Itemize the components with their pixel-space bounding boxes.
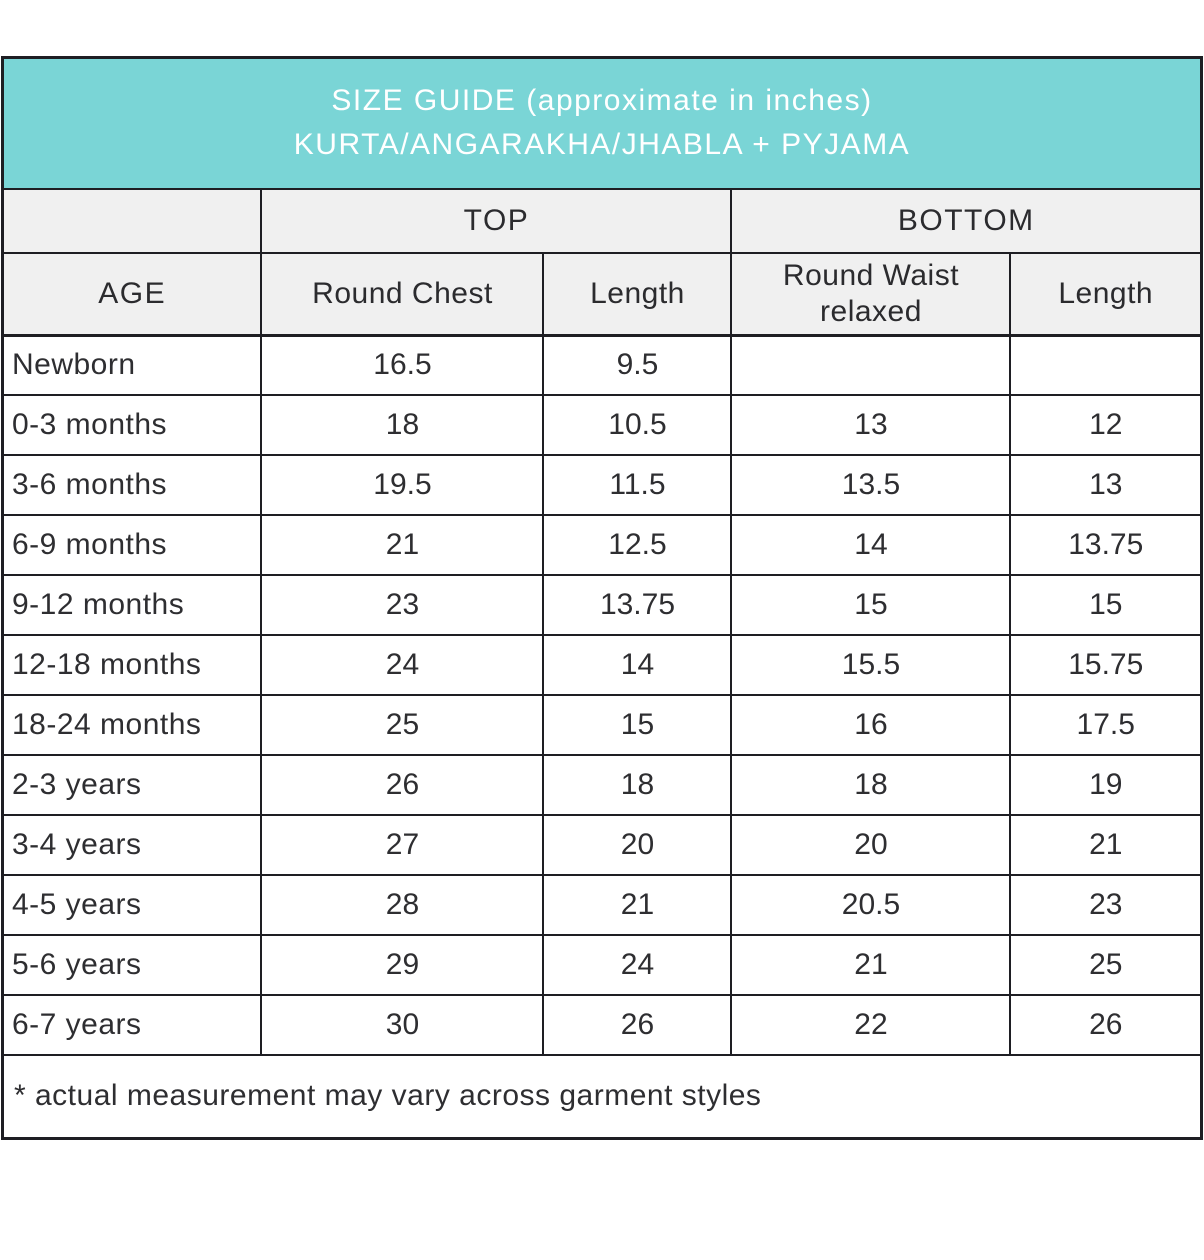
value-cell: 22 [730,994,1012,1056]
value-cell: 15.5 [730,634,1012,696]
age-cell: 4-5 years [1,874,263,936]
age-cell: 2-3 years [1,754,263,816]
table-row: 9-12 months 23 13.75 15 15 [1,574,1203,636]
value-cell: 10.5 [542,394,733,456]
value-cell: 21 [542,874,733,936]
table-row: 6-7 years 30 26 22 26 [1,994,1203,1056]
value-cell: 15 [1009,574,1203,636]
size-guide-page: SIZE GUIDE (approximate in inches) KURTA… [0,56,1204,1260]
column-header-round-chest: Round Chest [260,251,545,337]
group-header-bottom: BOTTOM [730,187,1203,254]
age-cell: 5-6 years [1,934,263,996]
age-cell: 12-18 months [1,634,263,696]
column-header-top-length: Length [542,251,733,337]
value-cell: 15 [730,574,1012,636]
value-cell: 18 [260,394,545,456]
size-table-body: Newborn 16.5 9.5 0-3 months 18 10.5 13 12 3-6 mo… [1,334,1203,1056]
value-cell: 20 [542,814,733,876]
value-cell: 14 [730,514,1012,576]
value-cell [1009,334,1203,396]
table-row: 3-6 months 19.5 11.5 13.5 13 [1,454,1203,516]
age-cell: 9-12 months [1,574,263,636]
value-cell: 13 [730,394,1012,456]
size-guide-table: SIZE GUIDE (approximate in inches) KURTA… [0,56,1204,1140]
corner-cell [1,187,263,254]
value-cell: 21 [730,934,1012,996]
title-line-2: KURTA/ANGARAKHA/JHABLA + PYJAMA [293,128,911,162]
value-cell: 16 [730,694,1012,756]
footnote: * actual measurement may vary across gar… [1,1054,1203,1139]
title-row: SIZE GUIDE (approximate in inches) KURTA… [1,56,1203,190]
table-row: 4-5 years 28 21 20.5 23 [1,874,1203,936]
table-row: 6-9 months 21 12.5 14 13.75 [1,514,1203,576]
value-cell: 20 [730,814,1012,876]
table-row: 2-3 years 26 18 18 19 [1,754,1203,816]
value-cell: 18 [730,754,1012,816]
value-cell: 13.75 [542,574,733,636]
value-cell: 29 [260,934,545,996]
value-cell: 15 [542,694,733,756]
group-header-top: TOP [260,187,733,254]
value-cell: 25 [260,694,545,756]
column-header-bottom-length: Length [1009,251,1203,337]
value-cell: 28 [260,874,545,936]
value-cell: 25 [1009,934,1203,996]
value-cell: 26 [542,994,733,1056]
column-header-row: AGE Round Chest Length Round Waist relax… [1,251,1203,337]
table-title: SIZE GUIDE (approximate in inches) KURTA… [1,56,1203,190]
table-row: 0-3 months 18 10.5 13 12 [1,394,1203,456]
value-cell: 21 [260,514,545,576]
value-cell: 20.5 [730,874,1012,936]
value-cell: 17.5 [1009,694,1203,756]
value-cell: 18 [542,754,733,816]
age-cell: Newborn [1,334,263,396]
value-cell: 19.5 [260,454,545,516]
age-cell: 6-7 years [1,994,263,1056]
value-cell [730,334,1012,396]
value-cell: 12.5 [542,514,733,576]
value-cell: 24 [260,634,545,696]
table-row: 5-6 years 29 24 21 25 [1,934,1203,996]
value-cell: 27 [260,814,545,876]
value-cell: 30 [260,994,545,1056]
value-cell: 23 [260,574,545,636]
value-cell: 12 [1009,394,1203,456]
value-cell: 13.5 [730,454,1012,516]
value-cell: 21 [1009,814,1203,876]
table-row: 18-24 months 25 15 16 17.5 [1,694,1203,756]
footnote-row: * actual measurement may vary across gar… [1,1054,1203,1139]
value-cell: 16.5 [260,334,545,396]
table-row: 12-18 months 24 14 15.5 15.75 [1,634,1203,696]
value-cell: 11.5 [542,454,733,516]
age-cell: 0-3 months [1,394,263,456]
group-header-row: TOP BOTTOM [1,187,1203,254]
value-cell: 13.75 [1009,514,1203,576]
table-row: 3-4 years 27 20 20 21 [1,814,1203,876]
age-cell: 6-9 months [1,514,263,576]
value-cell: 14 [542,634,733,696]
value-cell: 19 [1009,754,1203,816]
age-cell: 18-24 months [1,694,263,756]
title-line-1: SIZE GUIDE (approximate in inches) [331,84,873,118]
value-cell: 23 [1009,874,1203,936]
value-cell: 15.75 [1009,634,1203,696]
column-header-age: AGE [1,251,263,337]
value-cell: 24 [542,934,733,996]
age-cell: 3-6 months [1,454,263,516]
column-header-round-waist: Round Waist relaxed [730,251,1012,337]
value-cell: 26 [1009,994,1203,1056]
value-cell: 13 [1009,454,1203,516]
table-row: Newborn 16.5 9.5 [1,334,1203,396]
age-cell: 3-4 years [1,814,263,876]
value-cell: 9.5 [542,334,733,396]
value-cell: 26 [260,754,545,816]
